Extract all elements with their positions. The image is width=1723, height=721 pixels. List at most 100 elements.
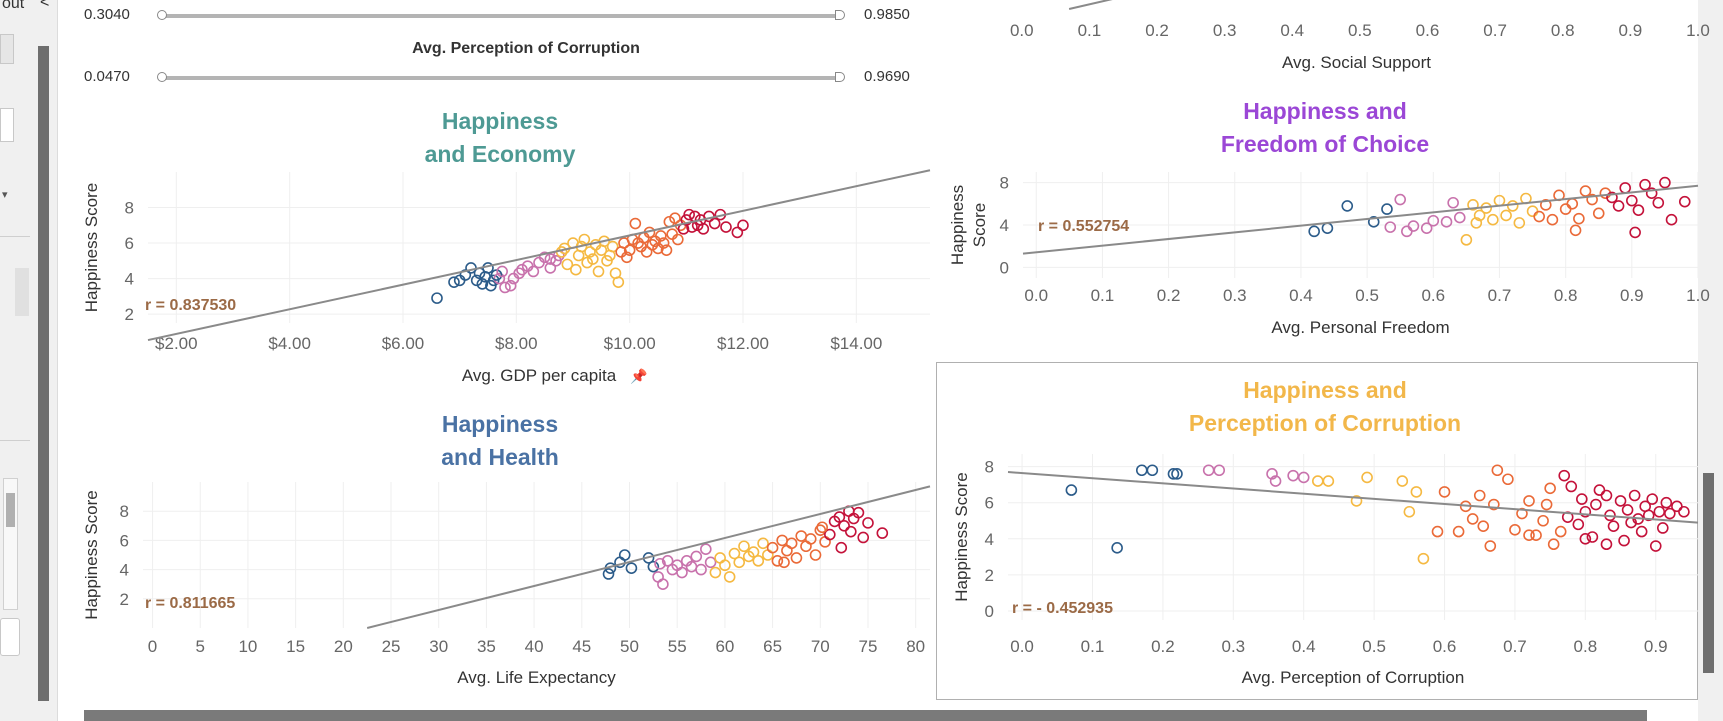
data-point: [838, 519, 850, 532]
dropdown-arrow-icon[interactable]: ▾: [2, 189, 8, 201]
x-tick-label: 0.8: [1574, 637, 1598, 656]
freedom-chart: 0 4 8 0.0 0.1 0.2 0.3 0.4 0.5 0.6 0.7 0.8 0.9 1.0 Avg.…: [948, 172, 1710, 337]
data-point: [1509, 523, 1521, 536]
x-tick-label: 45: [572, 637, 591, 656]
x-tick-label: 0.7: [1483, 21, 1507, 40]
data-point: [647, 560, 660, 573]
y-tick-label: 8: [1000, 174, 1009, 193]
x-axis-label: Avg. Perception of Corruption: [1242, 668, 1465, 687]
x-tick-label: 0.5: [1362, 637, 1386, 656]
data-point: [581, 256, 593, 269]
data-point: [790, 552, 803, 564]
pane-button[interactable]: [0, 618, 20, 656]
data-point: [496, 265, 508, 278]
y-tick-label: 4: [125, 270, 134, 289]
data-point: [719, 559, 731, 572]
slider-track[interactable]: [160, 76, 840, 80]
y-tick-label: 0: [985, 602, 994, 621]
pane-divider: [0, 440, 30, 441]
title-line: Perception of Corruption: [1188, 410, 1462, 436]
data-point: [561, 258, 574, 271]
x-axis-label: Avg. Life Expectancy: [457, 668, 616, 687]
collapse-chevron-icon[interactable]: <: [40, 0, 50, 11]
data-point: [1554, 525, 1567, 538]
x-tick-label: $14.00: [830, 334, 882, 353]
range-filter-1[interactable]: 0.3040 0.9850: [84, 4, 924, 26]
data-point: [695, 563, 707, 576]
data-point: [476, 278, 489, 290]
freedom-chart-title: Happiness and Freedom of Choice: [1125, 95, 1525, 161]
data-point: [1213, 464, 1226, 477]
data-point: [1646, 493, 1659, 505]
y-tick-label: 8: [120, 502, 129, 521]
data-point: [1491, 464, 1504, 477]
data-point: [652, 571, 664, 583]
data-point: [592, 265, 605, 278]
filter-label: Avg. Perception of Corruption: [376, 40, 676, 58]
title-line: and Health: [441, 444, 559, 470]
slider-handle-min[interactable]: [157, 10, 167, 20]
y-axis-label: Happiness Score: [82, 490, 101, 619]
x-tick-label: 0.0: [1010, 637, 1034, 656]
data-point: [672, 233, 684, 246]
data-point: [602, 568, 615, 580]
x-tick-label: 50: [620, 637, 639, 656]
dashboard-scrollbar-left[interactable]: [38, 46, 49, 701]
x-tick-label: $12.00: [717, 334, 769, 353]
correlation-label: r = 0.552754: [1038, 218, 1129, 235]
x-tick-label: $2.00: [155, 334, 198, 353]
slider-handle-min[interactable]: [157, 72, 167, 82]
pane-header[interactable]: out <: [0, 0, 57, 16]
data-point: [845, 525, 857, 538]
pane-input[interactable]: [0, 108, 14, 142]
range-max-value: 0.9690: [864, 68, 910, 85]
data-point: [862, 517, 874, 529]
data-point: [771, 555, 784, 567]
pane-scrollbar[interactable]: [3, 478, 18, 610]
y-tick-label: 6: [125, 234, 134, 253]
selected-chart-frame[interactable]: [936, 362, 1698, 700]
title-line: Freedom of Choice: [1220, 131, 1430, 157]
x-tick-label: 0.1: [1078, 21, 1102, 40]
data-point: [804, 533, 817, 545]
y-tick-label: 8: [125, 199, 134, 218]
slider-track[interactable]: [160, 14, 840, 18]
data-point: [657, 237, 670, 249]
pane-scroll-thumb[interactable]: [15, 268, 29, 316]
slider-handle-max[interactable]: [835, 10, 845, 20]
data-point: [1579, 505, 1592, 518]
pane-control[interactable]: [0, 34, 14, 64]
data-point: [697, 223, 710, 235]
x-tick-label: 1.0: [1686, 21, 1710, 40]
range-filter-2[interactable]: 0.0470 0.9690: [84, 66, 924, 88]
data-point: [1269, 475, 1282, 487]
data-point: [1539, 199, 1552, 211]
data-point: [587, 253, 599, 265]
data-point: [499, 281, 511, 294]
data-point: [1566, 198, 1579, 210]
filter-label-text: Avg. Perception of Corruption: [412, 40, 640, 57]
y-tick-label: 4: [120, 561, 129, 580]
data-point: [723, 571, 736, 583]
data-point: [1403, 505, 1416, 518]
vertical-scrollbar-thumb[interactable]: [1703, 473, 1714, 673]
slider-handle-max[interactable]: [835, 72, 845, 82]
support-chart: 0.0 0.1 0.2 0.3 0.4 0.5 0.6 0.7 0.8 0.9 1.0 Avg. So…: [1010, 0, 1710, 72]
data-point: [747, 546, 760, 558]
x-tick-label: 65: [763, 637, 782, 656]
data-point: [1592, 207, 1605, 220]
data-point: [1573, 212, 1585, 225]
data-point: [459, 269, 472, 281]
data-point: [1626, 194, 1638, 207]
data-point: [816, 521, 829, 534]
data-point: [660, 244, 673, 256]
data-point: [1506, 200, 1519, 212]
trend-line: [1022, 184, 1699, 255]
horizontal-scrollbar-thumb[interactable]: [84, 710, 1647, 721]
y-axis-label: Happiness Score: [952, 472, 971, 601]
data-point: [1322, 475, 1335, 487]
pane-scrollbar-thumb[interactable]: [6, 493, 15, 527]
x-tick-label: 0: [148, 637, 157, 656]
x-tick-label: 0.3: [1223, 286, 1247, 305]
